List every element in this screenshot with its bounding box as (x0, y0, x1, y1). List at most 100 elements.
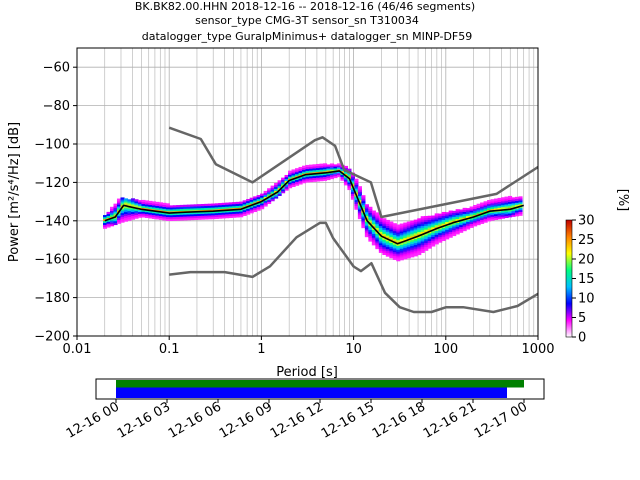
density-cell (511, 214, 516, 217)
density-cell (452, 214, 457, 217)
density-cell (120, 218, 125, 221)
density-cell (389, 242, 394, 245)
density-cell (207, 217, 212, 220)
density-cell (497, 211, 502, 214)
density-cell (319, 163, 324, 166)
density-cell (473, 212, 478, 215)
density-cell (336, 171, 342, 174)
density-cell (130, 213, 136, 216)
density-cell (137, 204, 143, 207)
density-cell (434, 236, 439, 239)
density-cell (396, 230, 401, 233)
density-cell (239, 211, 244, 214)
density-cell (120, 220, 125, 223)
density-cell (462, 213, 467, 216)
density-cell (106, 213, 111, 217)
density-cell (399, 258, 404, 261)
density-cell (186, 218, 191, 221)
x-tick-label: 0.1 (159, 342, 180, 357)
density-cell (165, 212, 170, 216)
density-cell (459, 213, 464, 216)
density-cell (302, 171, 307, 174)
density-cell (417, 218, 422, 221)
density-cell (218, 206, 223, 210)
density-cell (288, 176, 293, 179)
density-cell (225, 212, 230, 215)
density-cell (343, 171, 349, 174)
density-cell (284, 188, 289, 191)
density-cell (445, 219, 450, 223)
density-cell (193, 217, 198, 220)
density-cell (396, 237, 401, 241)
density-cell (434, 217, 439, 220)
density-cell (518, 207, 523, 211)
density-cell (235, 211, 240, 214)
density-cell (211, 207, 216, 210)
density-cell (130, 217, 136, 220)
density-cell (109, 212, 115, 215)
density-cell (434, 219, 439, 222)
density-cell (228, 213, 233, 217)
density-cell (378, 241, 383, 244)
density-cell (302, 177, 307, 180)
density-cell (162, 206, 167, 209)
density-cell (455, 211, 460, 214)
density-cell (455, 209, 460, 212)
density-cell (434, 232, 439, 235)
density-cell (151, 210, 156, 214)
density-cell (434, 215, 439, 218)
density-cell (413, 246, 418, 249)
density-cell (469, 208, 474, 211)
density-cell (452, 233, 457, 237)
density-cell (162, 210, 167, 213)
density-cell (333, 164, 338, 167)
density-cell (420, 241, 425, 244)
density-cell (378, 223, 383, 227)
density-cell (389, 231, 394, 234)
density-cell (298, 166, 303, 170)
density-cell (403, 247, 408, 250)
density-cell (403, 255, 408, 258)
density-cell (431, 219, 436, 222)
density-cell (420, 244, 425, 248)
density-cell (382, 220, 387, 223)
density-cell (148, 204, 153, 207)
density-cell (155, 215, 160, 218)
density-cell (406, 229, 411, 232)
density-cell (438, 228, 443, 232)
density-cell (218, 203, 223, 206)
density-cell (473, 220, 478, 223)
density-cell (497, 207, 502, 210)
density-cell (490, 206, 495, 210)
density-cell (183, 206, 188, 209)
density-cell (291, 169, 296, 172)
density-cell (190, 204, 195, 207)
density-cell (354, 205, 359, 208)
density-cell (249, 209, 254, 212)
density-cell (357, 209, 362, 212)
density-cell (116, 198, 122, 201)
density-cell (382, 237, 387, 240)
density-cell (246, 202, 251, 206)
density-cell (389, 246, 394, 249)
density-cell (308, 174, 314, 177)
density-cell (298, 176, 303, 179)
density-cell (305, 176, 310, 179)
density-cell (179, 204, 184, 208)
density-cell (420, 237, 425, 240)
density-cell (123, 215, 129, 218)
density-cell (190, 212, 195, 215)
density-cell (445, 225, 450, 228)
density-cell (260, 203, 265, 206)
colorbar-tick-label: 5 (578, 311, 586, 326)
density-cell (123, 217, 129, 220)
density-cell (123, 213, 129, 216)
density-cell (417, 222, 422, 225)
density-cell (396, 224, 401, 227)
density-cell (225, 216, 230, 219)
density-cell (420, 218, 425, 221)
density-cell (375, 216, 380, 219)
density-cell (473, 224, 478, 227)
density-cell (281, 181, 286, 184)
density-cell (305, 178, 310, 181)
